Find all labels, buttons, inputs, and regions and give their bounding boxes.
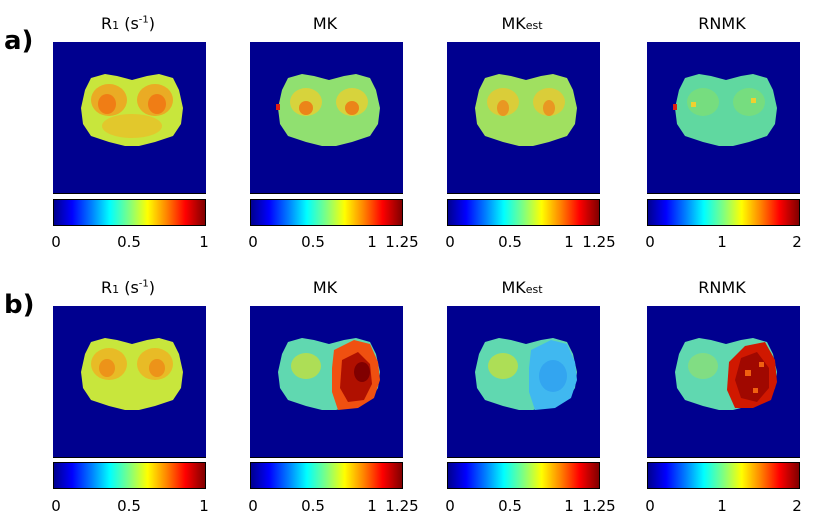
tick-label: 0.5: [117, 497, 141, 515]
brain-map-mkest-a: [447, 42, 600, 194]
tick-label: 0: [645, 497, 655, 515]
brain-map-r1-a: [53, 42, 206, 194]
panel-title-mk: MK: [312, 278, 338, 297]
tick-label: 1.25: [385, 497, 419, 515]
tick-label: 0.5: [498, 233, 522, 251]
colorbar-mk-b: [250, 462, 403, 489]
brain-slice: [77, 68, 187, 148]
tick-label: 1: [199, 497, 209, 515]
brain-map-mkest-b: [447, 306, 600, 458]
tick-label: 0.5: [498, 497, 522, 515]
brain-slice: [671, 332, 781, 412]
brain-map-rnmk-b: [647, 306, 800, 458]
tick-label: 1: [564, 233, 574, 251]
colorbar-rnmk-a: [647, 199, 800, 226]
tick-label: 0: [645, 233, 655, 251]
panel-title-mkest: MKest: [501, 278, 543, 297]
tick-label: 0.5: [301, 233, 325, 251]
row-label-a: a): [4, 26, 34, 56]
brain-slice: [274, 332, 384, 412]
brain-map-mk-a: [250, 42, 403, 194]
colorbar-r1-a: [53, 199, 206, 226]
tick-label: 0: [445, 233, 455, 251]
tick-label: 1.25: [385, 233, 419, 251]
panel-title-mk: MK: [312, 14, 338, 33]
colorbar-r1-b: [53, 462, 206, 489]
tick-label: 0: [248, 233, 258, 251]
panel-title-rnmk: RNMK: [698, 278, 746, 297]
tick-label: 0: [51, 233, 61, 251]
tick-label: 1: [199, 233, 209, 251]
tick-label: 1: [717, 233, 727, 251]
tick-label: 0.5: [117, 233, 141, 251]
brain-slice: [274, 68, 384, 148]
tick-label: 1.25: [582, 233, 616, 251]
colorbar-mkest-b: [447, 462, 600, 489]
tick-label: 0.5: [301, 497, 325, 515]
tick-label: 0: [51, 497, 61, 515]
panel-title-mkest: MKest: [501, 14, 543, 33]
panel-title-r1: R1 (s-1): [100, 278, 156, 297]
tick-label: 1: [564, 497, 574, 515]
panel-title-rnmk: RNMK: [698, 14, 746, 33]
tick-label: 1: [367, 497, 377, 515]
tick-label: 2: [792, 497, 802, 515]
colorbar-mkest-a: [447, 199, 600, 226]
tick-label: 0: [248, 497, 258, 515]
tick-label: 0: [445, 497, 455, 515]
row-label-b: b): [4, 290, 35, 320]
colorbar-rnmk-b: [647, 462, 800, 489]
brain-slice: [471, 68, 581, 148]
brain-slice: [77, 332, 187, 412]
tick-label: 1: [367, 233, 377, 251]
tick-label: 1: [717, 497, 727, 515]
brain-map-rnmk-a: [647, 42, 800, 194]
panel-title-r1: R1 (s-1): [100, 14, 156, 33]
brain-map-r1-b: [53, 306, 206, 458]
tick-label: 2: [792, 233, 802, 251]
brain-slice: [671, 68, 781, 148]
colorbar-mk-a: [250, 199, 403, 226]
brain-slice: [471, 332, 581, 412]
brain-map-mk-b: [250, 306, 403, 458]
tick-label: 1.25: [582, 497, 616, 515]
